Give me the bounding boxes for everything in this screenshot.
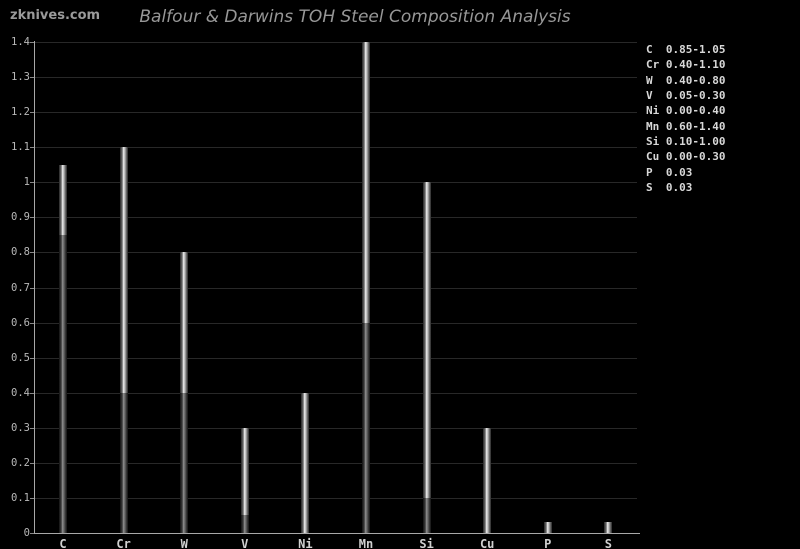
y-tick-label: 0.3 [11, 421, 30, 434]
gridline [35, 357, 637, 359]
y-tick-mark [30, 462, 34, 464]
x-tick-label-V: V [241, 537, 249, 549]
watermark-zknives: zknives.com [10, 8, 101, 23]
legend-item-Si: Si 0.10-1.00 [646, 135, 726, 149]
x-tick-label-Mn: Mn [358, 537, 374, 549]
gridline [35, 497, 637, 499]
x-axis-line [34, 533, 640, 534]
y-tick-mark [30, 42, 34, 44]
bar-V-base [240, 515, 249, 533]
y-tick-mark [30, 252, 34, 254]
y-tick-mark [30, 392, 34, 394]
y-tick-label: 0.6 [11, 316, 30, 329]
x-tick-label-P: P [544, 537, 552, 549]
y-tick-label: 0.1 [11, 491, 30, 504]
legend-item-Ni: Ni 0.00-0.40 [646, 104, 726, 118]
y-tick-mark [30, 322, 34, 324]
y-tick-label: 0.5 [11, 351, 30, 364]
gridline [35, 462, 637, 464]
y-tick-mark [30, 182, 34, 184]
gridline [35, 322, 637, 324]
bar-C-range [59, 164, 67, 235]
legend-item-W: W 0.40-0.80 [646, 73, 726, 87]
legend-item-V: V 0.05-0.30 [646, 89, 726, 103]
x-tick-label-Si: Si [419, 537, 434, 549]
bar-Cr-range [119, 147, 128, 393]
y-tick-label: 1.1 [11, 141, 30, 154]
bar-W-base [180, 392, 189, 533]
x-tick-label-S: S [604, 537, 612, 549]
y-tick-mark [30, 427, 34, 429]
y-tick-label: 1.2 [11, 106, 30, 119]
y-tick-mark [30, 112, 34, 114]
gridline [35, 147, 637, 149]
y-tick-label: 0.9 [11, 211, 30, 224]
y-tick-label: 1.3 [11, 71, 30, 84]
bar-V-range [240, 427, 249, 516]
legend-item-Mn: Mn 0.60-1.40 [646, 119, 726, 133]
y-tick-mark [30, 533, 34, 534]
bar-Mn-base [362, 322, 370, 533]
y-tick-label: 0.4 [11, 386, 30, 399]
y-tick-mark [30, 77, 34, 79]
bar-Mn-range [362, 42, 370, 323]
legend: C 0.85-1.05 Cr 0.40-1.10 W 0.40-0.80 V 0.05… [646, 42, 725, 195]
bar-Cr-base [119, 392, 128, 533]
bar-Cu-range [483, 427, 492, 533]
bar-Ni-range [301, 392, 310, 533]
chart-title: Balfour & Darwins TOH Steel Composition … [139, 7, 571, 27]
y-tick-mark [30, 217, 34, 219]
y-tick-label: 0.2 [11, 456, 30, 469]
x-tick-label-Cu: Cu [479, 537, 495, 549]
gridline [35, 182, 637, 184]
y-axis-line [34, 41, 35, 534]
legend-item-C: C 0.85-1.05 [646, 43, 726, 56]
gridline [35, 42, 637, 44]
x-tick-label-C: C [59, 537, 67, 549]
y-tick-label: 1.4 [11, 36, 30, 49]
y-tick-label: 0.8 [11, 246, 30, 259]
x-tick-label-Cr: Cr [116, 537, 131, 549]
gridline [35, 392, 637, 394]
gridline [35, 252, 637, 254]
gridline [35, 77, 637, 79]
legend-item-P: P 0.03 [646, 165, 693, 179]
legend-item-Cr: Cr 0.40-1.10 [646, 58, 726, 72]
bar-Si-range [422, 182, 431, 498]
legend-item-S: S 0.03 [646, 181, 693, 195]
x-tick-label-W: W [180, 537, 188, 549]
x-tick-label-Ni: Ni [298, 537, 313, 549]
y-tick-mark [30, 147, 34, 149]
y-tick-mark [30, 357, 34, 359]
gridline [35, 427, 637, 429]
bar-S-range [604, 522, 613, 533]
bar-C-base [59, 234, 67, 533]
y-tick-label: 0 [23, 527, 30, 539]
y-tick-mark [30, 497, 34, 499]
bar-P-range [543, 522, 552, 533]
legend-item-Cu: Cu 0.00-0.30 [646, 150, 726, 164]
y-tick-mark [30, 287, 34, 289]
bar-Si-base [422, 497, 431, 533]
y-tick-label: 1 [23, 176, 30, 189]
y-tick-label: 0.7 [11, 281, 30, 294]
gridline [35, 112, 637, 114]
gridline [35, 217, 637, 219]
bar-W-range [180, 252, 189, 393]
gridline [35, 287, 637, 289]
